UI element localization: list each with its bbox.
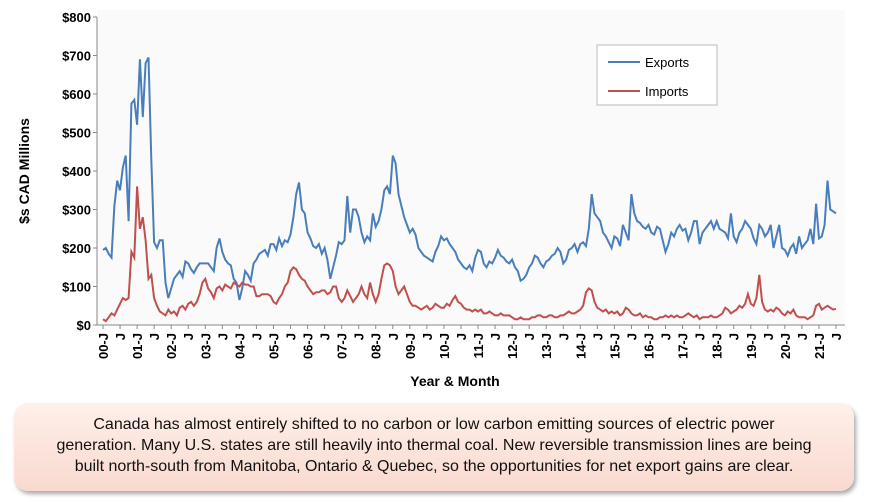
- x-tick-label: 19-J: [744, 333, 759, 359]
- x-tick-label: J: [556, 333, 571, 340]
- series-line: [102, 186, 837, 323]
- x-tick-label: J: [181, 333, 196, 340]
- x-tick-label: J: [454, 333, 469, 340]
- x-tick-label: 17-J: [676, 333, 691, 359]
- y-tick-label: $100: [62, 280, 91, 295]
- y-axis-title: $s CAD Millions: [16, 118, 32, 224]
- x-tick-label: J: [113, 333, 128, 340]
- x-tick-label: 11-J: [471, 333, 486, 358]
- x-tick-label: 06-J: [301, 333, 316, 359]
- x-tick-label: 18-J: [710, 333, 725, 359]
- y-tick-label: $800: [62, 10, 91, 25]
- plot-area: [97, 10, 845, 325]
- x-tick-label: J: [215, 333, 230, 340]
- x-tick-label: J: [249, 333, 264, 340]
- y-tick-label: $400: [62, 164, 91, 179]
- x-tick-label: 15-J: [607, 333, 622, 359]
- x-tick-label: 13-J: [539, 333, 554, 359]
- series-line: [102, 56, 837, 301]
- y-tick-label: $700: [62, 49, 91, 64]
- legend-label: Exports: [645, 55, 690, 70]
- y-tick-label: $600: [62, 87, 91, 102]
- x-tick-label: J: [829, 333, 844, 340]
- x-tick-label: 16-J: [641, 333, 656, 359]
- chart: $s CAD Millions Year & Month $0 $100 $200 $…: [16, 10, 845, 389]
- x-tick-label: J: [693, 333, 708, 340]
- x-tick-label: 00-J: [96, 333, 111, 359]
- x-tick-label: 01-J: [130, 333, 145, 359]
- x-tick-label: 03-J: [198, 333, 213, 359]
- x-tick-label: J: [147, 333, 162, 340]
- x-tick-label: J: [795, 333, 810, 340]
- x-tick-label: J: [352, 333, 367, 340]
- legend-label: Imports: [645, 84, 689, 99]
- x-tick-label: J: [522, 333, 537, 340]
- x-tick-label: 04-J: [232, 333, 247, 359]
- x-tick-label: J: [761, 333, 776, 340]
- x-tick-label: 12-J: [505, 333, 520, 359]
- x-tick-label: 10-J: [437, 333, 452, 359]
- x-tick-label: 07-J: [335, 333, 350, 359]
- y-tick-label: $0: [77, 318, 91, 333]
- x-tick-label: J: [386, 333, 401, 340]
- y-tick-label: $200: [62, 241, 91, 256]
- x-tick-label: J: [659, 333, 674, 340]
- y-tick-label: $300: [62, 203, 91, 218]
- x-tick-label: J: [488, 333, 503, 340]
- x-tick-label: J: [624, 333, 639, 340]
- y-tick-label: $500: [62, 126, 91, 141]
- x-tick-label: 20-J: [778, 333, 793, 359]
- x-tick-label: J: [590, 333, 605, 340]
- legend: [596, 44, 718, 106]
- x-axis-title: Year & Month: [410, 373, 499, 389]
- x-tick-label: J: [284, 333, 299, 340]
- x-tick-label: J: [420, 333, 435, 340]
- x-tick-label: 02-J: [164, 333, 179, 359]
- x-tick-label: J: [318, 333, 333, 340]
- x-tick-label: 05-J: [266, 333, 281, 359]
- x-tick-label: 09-J: [403, 333, 418, 359]
- x-tick-label: J: [727, 333, 742, 340]
- x-tick-label: 21-J: [812, 333, 827, 359]
- caption: Canada has almost entirely shifted to no…: [14, 403, 854, 491]
- x-tick-label: 08-J: [369, 333, 384, 359]
- x-tick-label: 14-J: [573, 333, 588, 359]
